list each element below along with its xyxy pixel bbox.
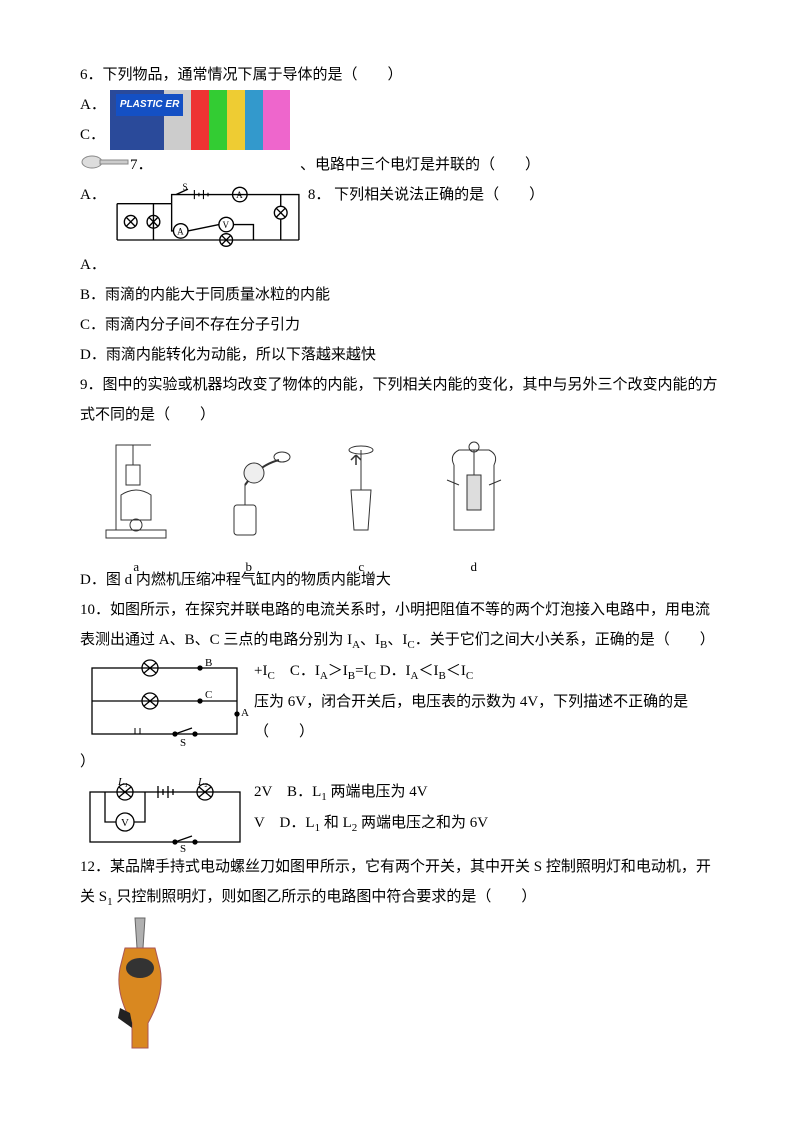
q8-opt-b: B．雨滴的内能大于同质量冰粒的内能 [80, 280, 720, 310]
q8-tail: 下列相关说法正确的是（ ） [334, 187, 544, 203]
svg-text:L₁: L₁ [117, 777, 128, 788]
q8-opt-d: D．雨滴内能转化为动能，所以下落越来越快 [80, 340, 720, 370]
q7-num: 7． [130, 157, 153, 173]
q7-leading-image [80, 150, 130, 175]
q9-opt-d: D．图 d 内燃机压缩冲程气缸内的物质内能增大 [80, 565, 720, 595]
q9-experiment-images: a b c d [80, 430, 530, 565]
q10-circuit-image: B C A S [80, 656, 250, 746]
svg-text:B: B [205, 657, 212, 669]
q6-opt-a: A． [80, 90, 106, 120]
q8-opt-c: C．雨滴内分子间不存在分子引力 [80, 310, 720, 340]
svg-text:V: V [222, 220, 229, 230]
svg-text:A: A [241, 707, 249, 719]
q7-opt-a: A． [80, 180, 106, 210]
q9-text: 9．图中的实验或机器均改变了物体的内能，下列相关内能的变化，其中与另外三个改变内… [80, 370, 720, 430]
svg-text:C: C [205, 689, 212, 701]
q6-text: 6．下列物品，通常情况下属于导体的是（ ） [80, 60, 720, 90]
q8-opt-a: A． [80, 250, 720, 280]
svg-text:L₂: L₂ [197, 777, 208, 788]
q6-image-items: PLASTIC ER [110, 90, 290, 150]
svg-text:A: A [236, 190, 243, 200]
q8-num: 8． [308, 187, 331, 203]
q12-drill-image [80, 913, 200, 1053]
q10-text: 10．如图所示，在探究并联电路的电流关系时，小明把阻值不等的两个灯泡接入电路中，… [80, 595, 720, 656]
q7-tail: 、电路中三个电灯是并联的（ ） [300, 157, 540, 173]
q11-paren: ） [80, 747, 720, 777]
svg-text:A: A [177, 227, 184, 237]
q7-circuit-image: S A V A [108, 180, 308, 250]
svg-text:S: S [180, 843, 186, 852]
q6-opt-c: C． [80, 120, 106, 150]
q12-text: 12．某品牌手持式电动螺丝刀如图甲所示，它有两个开关，其中开关 S 控制照明灯和… [80, 852, 720, 913]
svg-text:S: S [180, 737, 186, 746]
svg-text:V: V [121, 817, 129, 829]
plastic-label: PLASTIC ER [116, 94, 183, 116]
q11-circuit-image: L₁ L₂ V S [80, 777, 250, 852]
